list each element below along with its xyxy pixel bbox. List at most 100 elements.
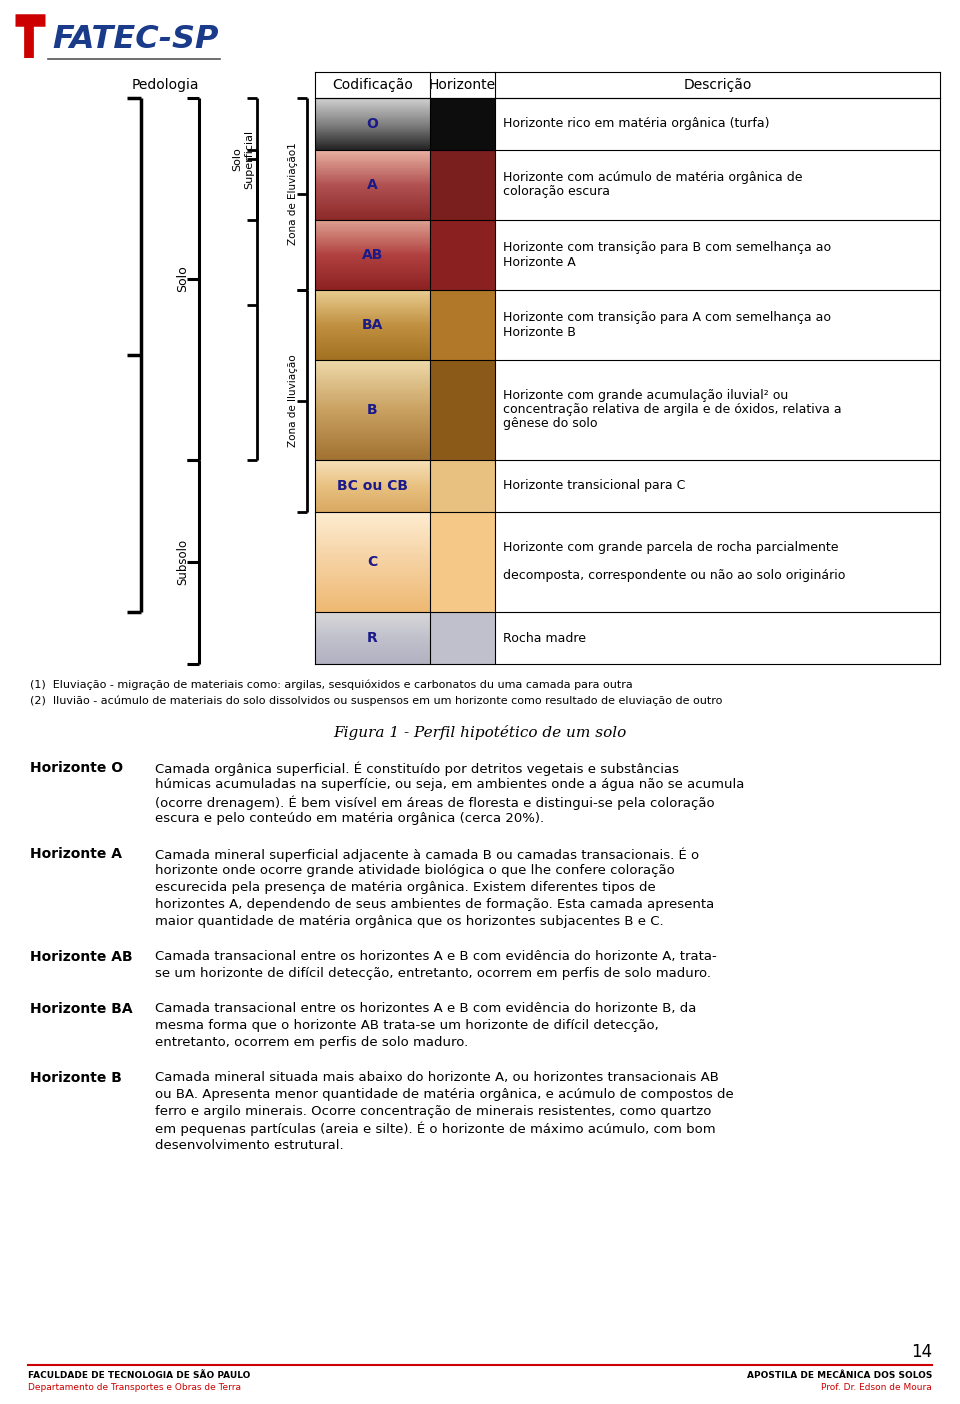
Bar [315,526,430,529]
Bar [315,424,430,427]
Bar [315,494,430,496]
Bar [315,157,430,159]
Bar [315,121,430,122]
Bar [315,147,430,149]
Bar [315,626,430,628]
Bar [315,382,430,385]
Bar [315,434,430,437]
Bar [430,98,495,150]
Bar [315,253,430,254]
Bar [430,150,495,220]
Bar [315,146,430,147]
Bar [315,272,430,275]
Bar [315,591,430,594]
Bar [315,174,430,177]
Bar [315,131,430,133]
Bar [315,211,430,212]
Bar [315,546,430,549]
Bar [315,511,430,512]
Text: em pequenas partículas (areia e silte). É o horizonte de máximo acúmulo, com bom: em pequenas partículas (areia e silte). … [155,1122,715,1136]
Bar [315,302,430,303]
Bar [315,663,430,664]
Bar [315,393,430,396]
Bar [315,171,430,173]
Bar [315,532,430,535]
Bar [315,439,430,444]
Bar [315,505,430,507]
Bar [315,261,430,264]
Text: Horizonte O: Horizonte O [30,761,123,775]
Bar [315,528,430,531]
Bar [315,472,430,475]
Bar [315,635,430,636]
Bar [315,410,430,413]
Bar [315,632,430,633]
Bar [315,112,430,115]
Bar [430,461,495,512]
Bar [315,225,430,226]
Bar [315,150,430,153]
Bar [315,239,430,240]
Bar [315,364,430,366]
Bar [315,525,430,529]
Bar [315,385,430,388]
Bar [315,389,430,392]
Text: (ocorre drenagem). É bem visível em áreas de floresta e distingui-se pela colora: (ocorre drenagem). É bem visível em área… [155,795,714,810]
Bar [315,505,430,507]
Bar [315,298,430,300]
Bar [315,240,430,243]
Bar [315,171,430,174]
Bar [315,345,430,348]
Bar [315,445,430,448]
Bar [315,166,430,168]
Text: Zona de Iluviação: Zona de Iluviação [288,355,298,448]
Bar [315,654,430,657]
Bar [315,416,430,420]
Text: A: A [367,178,378,192]
Bar [315,136,430,138]
Bar [315,105,430,107]
Bar [315,524,430,526]
Bar [315,118,430,119]
Bar [315,418,430,421]
Bar [315,108,430,110]
Bar [315,208,430,211]
Bar [315,98,430,101]
Bar [315,129,430,131]
Bar [315,619,430,621]
Bar [315,274,430,277]
Bar [315,525,430,528]
Bar [315,621,430,622]
Bar [315,611,430,614]
Bar [315,371,430,375]
Bar [315,317,430,320]
Bar [315,124,430,126]
Bar [315,173,430,176]
Bar [315,136,430,138]
Bar [315,305,430,307]
Bar [315,184,430,185]
Bar [315,451,430,455]
Bar [315,548,430,550]
Bar [315,612,430,614]
Text: Horizonte A: Horizonte A [30,847,122,861]
Text: FATEC-SP: FATEC-SP [52,24,219,56]
Bar [315,588,430,591]
Bar [315,616,430,618]
Text: BC ou CB: BC ou CB [337,479,408,493]
Bar [315,112,430,114]
Bar [315,427,430,431]
Bar [315,602,430,605]
Bar [315,451,430,453]
Text: Horizonte com transição para A com semelhança ao: Horizonte com transição para A com semel… [503,312,831,324]
Bar [315,104,430,105]
Bar [315,351,430,352]
Bar [315,302,430,305]
Bar [315,183,430,184]
Bar [315,295,430,298]
Bar [315,619,430,621]
Bar [315,253,430,256]
Bar [315,202,430,205]
Bar [315,191,430,192]
Bar [315,432,430,435]
